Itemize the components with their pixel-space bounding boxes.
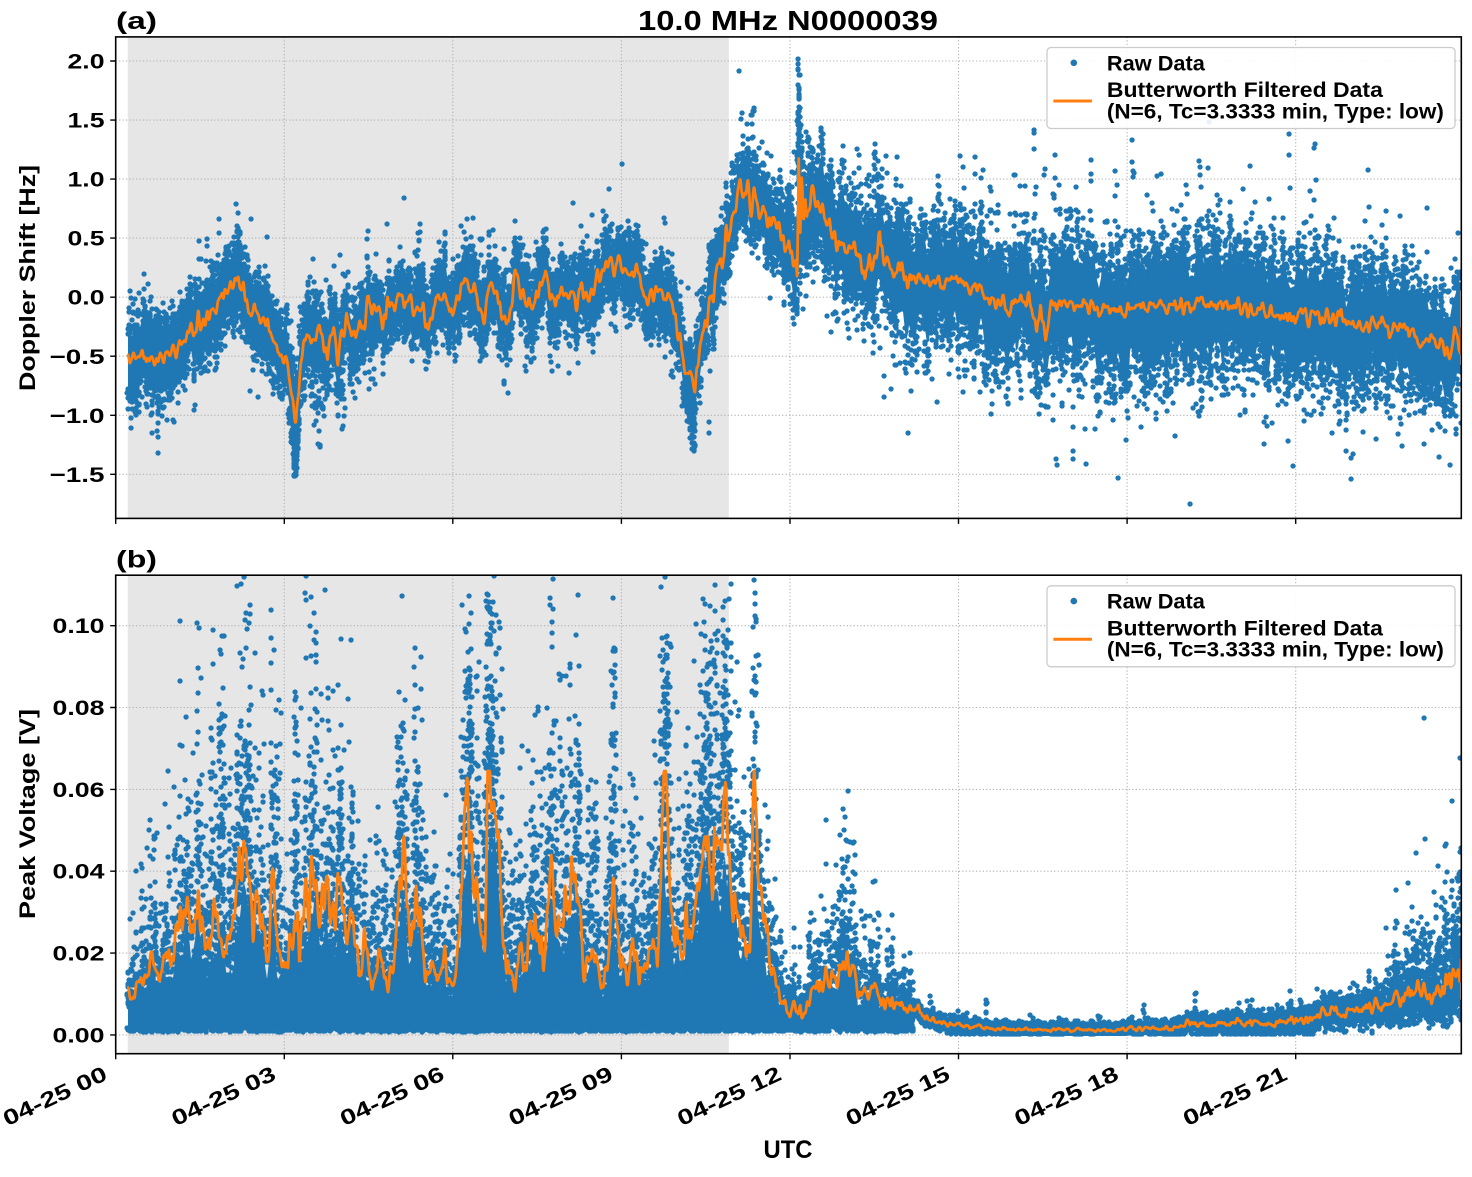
svg-text:0.08: 0.08 (53, 696, 105, 720)
svg-text:2.0: 2.0 (68, 50, 105, 74)
svg-text:(b): (b) (116, 547, 157, 574)
svg-text:Butterworth Filtered Data: Butterworth Filtered Data (1107, 78, 1384, 102)
svg-text:(N=6, Tc=3.3333 min, Type: low: (N=6, Tc=3.3333 min, Type: low) (1107, 638, 1444, 662)
svg-text:−0.5: −0.5 (50, 345, 105, 369)
svg-text:0.5: 0.5 (68, 227, 105, 251)
svg-text:0.04: 0.04 (53, 860, 105, 884)
svg-text:0.02: 0.02 (53, 942, 105, 966)
svg-text:0.00: 0.00 (53, 1023, 105, 1047)
svg-text:Butterworth Filtered Data: Butterworth Filtered Data (1107, 617, 1384, 641)
svg-text:UTC: UTC (764, 1136, 813, 1164)
svg-text:1.0: 1.0 (68, 168, 105, 192)
svg-text:(N=6, Tc=3.3333 min, Type: low: (N=6, Tc=3.3333 min, Type: low) (1107, 99, 1444, 123)
svg-text:−1.0: −1.0 (50, 404, 105, 428)
svg-text:0.0: 0.0 (68, 286, 105, 310)
svg-text:0.06: 0.06 (53, 778, 105, 802)
svg-text:Raw Data: Raw Data (1107, 51, 1206, 75)
svg-text:Doppler Shift [Hz]: Doppler Shift [Hz] (15, 165, 40, 391)
svg-text:−1.5: −1.5 (50, 463, 105, 487)
svg-text:(a): (a) (116, 8, 157, 35)
svg-text:Peak Voltage [V]: Peak Voltage [V] (15, 709, 40, 919)
svg-text:10.0 MHz N0000039: 10.0 MHz N0000039 (638, 5, 938, 36)
svg-text:0.10: 0.10 (53, 614, 105, 638)
svg-text:Raw Data: Raw Data (1107, 590, 1206, 614)
svg-text:1.5: 1.5 (68, 109, 105, 133)
